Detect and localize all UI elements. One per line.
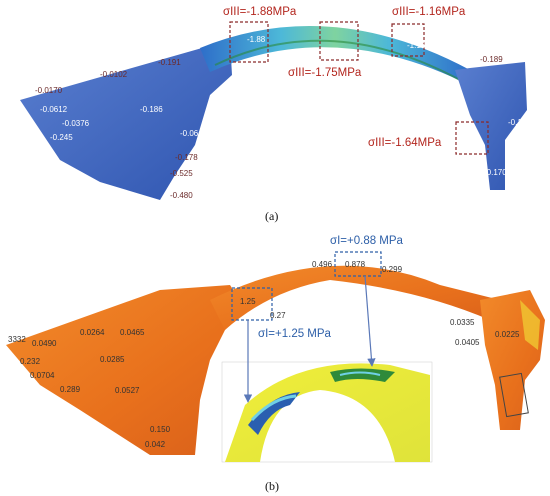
panel-b-contour-value: 0.0704: [30, 371, 55, 380]
panel-a-contour-value: -0.19: [508, 118, 527, 127]
panel-b-contour-value: 0.0405: [455, 338, 480, 347]
panel-b-contour-value: 0.232: [20, 357, 41, 366]
panel-a-box-4: [455, 121, 489, 155]
panel-a-box-2: [319, 21, 359, 61]
panel-b-left-wedge: [6, 285, 240, 455]
panel-b-box-3: [499, 372, 529, 418]
panel-b: 0.878 1.25 σI=+0.88 MPa σI=+1.25 MPa 0.4…: [6, 235, 545, 493]
panel-a-contour-value: -0.165: [420, 99, 443, 108]
panel-a-contour-value: -0.186: [140, 105, 163, 114]
panel-b-contour-value: 0.0490: [32, 339, 57, 348]
panel-b-contour-value: 0.042: [145, 440, 166, 449]
panel-b-contour-value: 0.0527: [115, 386, 140, 395]
panel-a-contour-value: -0.178: [175, 153, 198, 162]
panel-a-box-value-1: -1.88: [247, 35, 266, 44]
panel-b-box-2: [231, 287, 273, 321]
panel-a-contour-value: -0.525: [170, 169, 193, 178]
panel-b-contour-value: 3332: [8, 335, 26, 344]
panel-a-contour-value: -0.0170: [35, 86, 63, 95]
panel-b-arrow-1: [364, 275, 376, 367]
panel-b-box-value-1: 0.878: [345, 260, 366, 269]
panel-a-left-wedge: [20, 40, 232, 200]
panel-b-box-value-2: 1.25: [240, 297, 256, 306]
panel-a-box-1: [229, 21, 269, 63]
panel-a-box-3: [391, 23, 425, 57]
panel-a-right-leg: [455, 62, 527, 190]
panel-b-contour-value: 0.299: [382, 265, 403, 274]
panel-a-contour-value: -0.245: [50, 133, 73, 142]
panel-a-stress-label-4: σIII=-1.64MPa: [368, 137, 442, 149]
panel-a-contour-value: -0.160: [414, 83, 437, 92]
panel-a-contour-value: -0.189: [480, 55, 503, 64]
panel-b-contour-value: 0.0264: [80, 328, 105, 337]
panel-a-stress-label-3: σIII=-1.16MPa: [392, 6, 466, 18]
panel-a-caption: (a): [265, 209, 278, 223]
panel-a-contour-value: -0.0376: [62, 119, 90, 128]
panel-a-stress-label-1: σIII=-1.88MPa: [223, 6, 297, 18]
panel-b-arch: [210, 265, 500, 330]
panel-b-caption: (b): [265, 479, 279, 493]
panel-b-contour-value: 0.0285: [100, 355, 125, 364]
panel-a-stress-label-2: σIII=-1.75MPa: [288, 67, 362, 79]
panel-a-contour-value: -0.0102: [100, 70, 128, 79]
panel-a-contour-value: -0.480: [170, 191, 193, 200]
panel-b-contour-value: 0.0225: [495, 330, 520, 339]
panel-b-stress-label-2: σI=+1.25 MPa: [258, 328, 332, 340]
panel-b-contour-value: 0.0335: [450, 318, 475, 327]
panel-b-contour-value: 0.496: [312, 260, 333, 269]
panel-a-contour-value: -0.191: [158, 58, 181, 67]
panel-a: -1.88 -1.16 -1 σIII=-1.88MPa σIII=-1.75M…: [20, 6, 527, 223]
panel-b-box-1: [334, 251, 382, 277]
panel-b-contour-value: 0.0465: [120, 328, 145, 337]
panel-b-contour-value: 0.27: [270, 311, 286, 320]
panel-a-contour-value: -0.06: [180, 129, 199, 138]
panel-a-contour-value: -0.170: [484, 168, 507, 177]
panel-a-contour-value: -0.0612: [40, 105, 68, 114]
panel-b-stress-label-1: σI=+0.88 MPa: [330, 235, 404, 247]
panel-b-contour-value: 0.289: [60, 385, 81, 394]
panel-b-contour-value: 0.150: [150, 425, 171, 434]
panel-a-box-value-2: -1.16: [407, 41, 426, 50]
panel-a-box-value-3: -1: [463, 139, 471, 148]
panel-b-right-leg: [480, 290, 545, 430]
